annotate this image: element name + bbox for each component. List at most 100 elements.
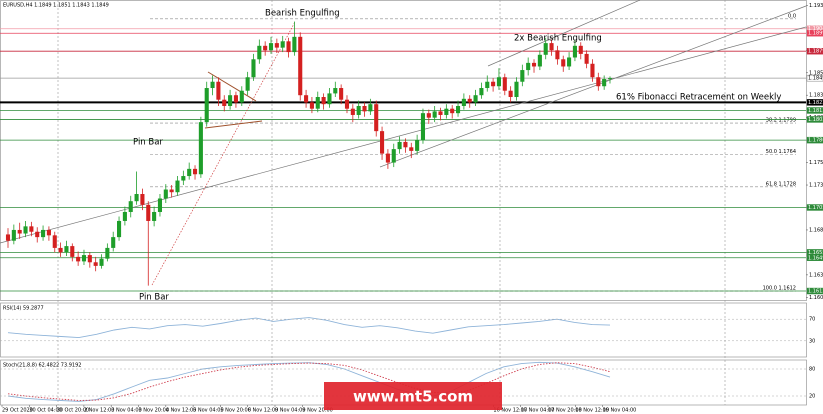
- x-tick-label: 5 Nov 04:00: [193, 408, 224, 414]
- candle-body: [537, 54, 542, 67]
- candle-body: [292, 36, 297, 53]
- candle-body: [5, 234, 11, 241]
- candle-body: [496, 77, 501, 87]
- candle-body: [602, 79, 607, 87]
- candle-body: [432, 111, 437, 118]
- trendline: [0, 26, 807, 244]
- candle-body: [491, 81, 496, 87]
- rsi-panel: [0, 302, 807, 358]
- main-panel: [0, 0, 807, 301]
- candle-body: [356, 105, 361, 115]
- candle-body: [344, 99, 350, 109]
- candle-body: [23, 226, 28, 234]
- candle-body: [204, 88, 209, 123]
- candle-body: [362, 105, 367, 112]
- x-tick-label: 5 Nov 20:00: [220, 408, 251, 414]
- level-box: [806, 74, 823, 82]
- candle-body: [502, 77, 507, 91]
- candle-body: [268, 43, 274, 51]
- candle-body: [29, 226, 34, 232]
- x-tick-label: 9 Nov 20:00: [302, 408, 333, 414]
- candle-body: [64, 246, 69, 253]
- candle-body: [561, 59, 566, 67]
- level-label: 1.1780: [808, 138, 823, 144]
- candle-body: [327, 93, 332, 105]
- candle-body: [479, 88, 484, 96]
- candle-body: [198, 122, 203, 175]
- candle-body: [473, 95, 478, 103]
- levels: 0.0 38.2 1.1799 50.0 1.1764 61.8 1.1728 100.…: [0, 13, 806, 292]
- fib-anchor-line: [151, 21, 296, 286]
- candle-body: [567, 57, 572, 67]
- candle-body: [467, 98, 472, 103]
- indicator-line: [7, 362, 611, 401]
- candle-body: [543, 43, 548, 55]
- candle-body: [584, 53, 589, 64]
- level-box: [806, 204, 823, 211]
- candle-body: [572, 45, 577, 58]
- x-tick-label: 29 Oct 2020: [2, 408, 33, 414]
- candle-body: [187, 168, 192, 177]
- level-box: [806, 254, 823, 261]
- y-tick-label: 1.1855: [809, 70, 823, 76]
- fib-label: 50.0 1.1764: [766, 149, 796, 155]
- candle-body: [152, 211, 157, 221]
- candle-body: [596, 77, 601, 87]
- y-tick-label: 20: [809, 394, 815, 400]
- pennant-line: [207, 71, 257, 102]
- candle-body: [391, 149, 396, 163]
- trendline: [487, 0, 641, 67]
- candle-body: [163, 189, 168, 199]
- annotation: Pin Bar: [133, 138, 163, 148]
- candle-body: [105, 247, 110, 259]
- y-tick-label: 1.1730: [809, 183, 823, 189]
- candle-body: [455, 105, 461, 114]
- level-box: [806, 99, 823, 106]
- fib-label: 61.8 1.1728: [766, 181, 796, 187]
- stoch-title: Stoch(21,8,8) 62.4822 73.9192: [3, 363, 81, 369]
- level-label: 1.1813: [808, 108, 823, 114]
- candle-body: [461, 98, 466, 106]
- candle-body: [99, 258, 104, 266]
- y-tick-label: 70: [809, 317, 815, 323]
- fib-label: 38.2 1.1799: [766, 118, 796, 124]
- candle-body: [321, 97, 326, 105]
- candle-body: [397, 141, 402, 150]
- x-tick-label: 30 Oct 04:00: [29, 408, 62, 414]
- rsi-title: RSI(14) 59.2877: [3, 306, 44, 312]
- x-tick-label: 2 Nov 12:00: [84, 408, 115, 414]
- candle-body: [315, 97, 320, 109]
- candle-body: [374, 104, 379, 132]
- chart-title: EURUSD,H4 1.1849 1.1851 1.1843 1.1849: [3, 3, 109, 9]
- candle-body: [549, 43, 554, 51]
- x-tick-label: 17 Nov 20:00: [548, 408, 582, 414]
- candle-body: [87, 255, 92, 263]
- candle-body: [531, 62, 537, 67]
- x-tick-label: 3 Nov 04:00: [111, 408, 142, 414]
- candle-body: [245, 77, 250, 91]
- candle-body: [41, 229, 46, 238]
- candle-body: [76, 256, 81, 262]
- pennant: [204, 71, 263, 129]
- candle-body: [304, 95, 309, 103]
- candle-body: [181, 176, 186, 181]
- y-tick-label: 30: [809, 338, 815, 344]
- level-box: [806, 116, 823, 123]
- candle-body: [526, 62, 531, 71]
- candle-body: [35, 231, 40, 238]
- x-tick-label: 4 Nov 12:00: [166, 408, 197, 414]
- indicator-line: [7, 361, 611, 402]
- candle-body: [298, 36, 303, 96]
- candle-body: [420, 113, 426, 141]
- candle-body: [122, 211, 127, 221]
- candle-body: [210, 81, 215, 89]
- fib-label: 0.0: [788, 13, 796, 19]
- candle-body: [403, 141, 408, 148]
- candle-body: [444, 108, 449, 115]
- y-tick-label: 1.1830: [809, 93, 823, 99]
- watermark: www.mt5.com: [353, 388, 473, 406]
- candle-body: [140, 194, 145, 205]
- candle-body: [175, 180, 180, 193]
